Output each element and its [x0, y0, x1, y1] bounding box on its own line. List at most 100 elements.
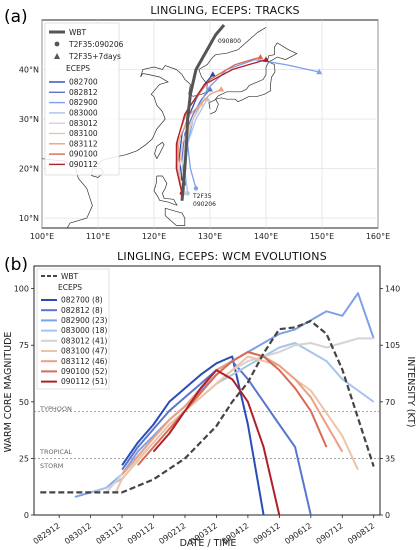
wcm-line-083100 — [114, 355, 359, 493]
panel-a-legend-box — [44, 22, 120, 176]
map-lon-tick: 130°E — [198, 232, 222, 241]
legend-a-label-090100: 090100 — [69, 150, 98, 159]
legend-a-label-082700: 082700 — [69, 78, 98, 87]
x-tick-label: 090612 — [283, 521, 313, 546]
panel-b-ylabel-right: INTENSITY (KT) — [405, 357, 416, 428]
coastline — [208, 61, 276, 115]
x-tick-label: 090512 — [252, 521, 282, 546]
legend-a-label-083112: 083112 — [69, 139, 98, 148]
track-end-marker-082700 — [209, 71, 216, 77]
legend-b-label-082700: 082700 (8) — [61, 296, 103, 305]
map-lat-tick: 10°N — [19, 214, 39, 223]
threshold-storm-label: STORM — [40, 462, 63, 470]
legend-b-label-083012: 083012 (41) — [61, 336, 107, 345]
map-annotations: 090800 T2F35 090206 — [192, 38, 241, 208]
coastline — [153, 175, 178, 206]
legend-b-label-083100: 083100 (47) — [61, 347, 107, 356]
y-left-tick-label: 0 — [24, 511, 29, 520]
x-tick-label: 083012 — [63, 521, 93, 546]
track-end-marker-083112 — [218, 86, 225, 92]
y-right-tick-label: 35 — [385, 454, 395, 463]
wcm-line-090100 — [137, 351, 328, 466]
map-lat-tick: 40°N — [19, 66, 39, 75]
panel-b-label: (b) — [4, 255, 28, 275]
y-left-tick-label: 25 — [19, 454, 29, 463]
x-tick-label: 090812 — [346, 521, 376, 546]
coastline — [164, 207, 186, 226]
coastlines — [41, 27, 298, 229]
map-lon-tick: 140°E — [254, 232, 278, 241]
map-lon-tick: 150°E — [310, 232, 334, 241]
map-lat-tick: 20°N — [19, 165, 39, 174]
track-start-marker-082900 — [193, 186, 199, 191]
track-line-wbt — [180, 24, 226, 201]
legend-wbt-label: WBT — [69, 28, 87, 37]
y-right-tick-label: 0 — [385, 511, 390, 520]
legend-b-label-090112: 090112 (51) — [61, 377, 107, 386]
legend-b-label-082812: 082812 (8) — [61, 306, 103, 315]
legend-t2f35-7days-marker — [54, 53, 60, 59]
map-lon-tick: 100°E — [30, 232, 54, 241]
track-map: 100°E 110°E 120°E 130°E 140°E 150°E 160°E 10°N 2… — [19, 19, 390, 241]
panel-b-legend-box — [36, 268, 110, 390]
panel-a-label: (a) — [4, 7, 28, 27]
track-line-083100 — [178, 103, 203, 194]
panel-b-xlabel: DATE / TIME — [180, 538, 237, 549]
track-end-marker-090112 — [263, 56, 269, 62]
x-tick-label: 090712 — [315, 521, 345, 546]
y-right-tick-label: 105 — [385, 341, 400, 350]
map-lat-tick: 30°N — [19, 115, 39, 124]
track-end-marker-082900 — [316, 68, 323, 75]
legend-t2f35-marker — [54, 41, 60, 47]
track-end-marker-082812 — [207, 86, 213, 92]
panel-b-title: LINGLING, ECEPS: WCM EVOLUTIONS — [117, 250, 327, 263]
wcm-series — [40, 292, 375, 516]
map-lon-tick: 120°E — [142, 232, 166, 241]
legend-a-label-083012: 083012 — [69, 119, 98, 128]
map-tick-labels: 100°E 110°E 120°E 130°E 140°E 150°E 160°E 10°N 2… — [19, 66, 390, 241]
annotation-t2f35-date: 090206 — [193, 201, 216, 208]
legend-a-label-082900: 082900 — [69, 98, 98, 107]
x-tick-label: 090112 — [126, 521, 156, 546]
track-line-083112 — [176, 88, 222, 194]
track-line-090112 — [175, 58, 267, 194]
legend-a-label-083100: 083100 — [69, 129, 98, 138]
track-series — [175, 24, 323, 201]
legend-b-eceps-header: ECEPS — [58, 283, 82, 292]
wcm-plot: TYPHOON TROPICAL STORM 0 25 50 75 100 0 35 70 10… — [3, 265, 416, 549]
coastline — [86, 65, 177, 164]
legend-a-label-082812: 082812 — [69, 88, 98, 97]
track-end-marker-090100 — [257, 53, 264, 60]
y-left-tick-label: 50 — [19, 398, 29, 407]
legend-t2f35-7days-label: T2F35+7days — [68, 52, 121, 61]
threshold-tropical-label: TROPICAL — [39, 448, 72, 456]
panel-b-legend-items: 082700 (8)082812 (8)082900 (23)083000 (1… — [41, 296, 107, 386]
legend-a-label-083000: 083000 — [69, 109, 98, 118]
panel-b-ylabel-left: WARM CORE MAGNITUDE — [3, 332, 14, 453]
x-tick-label: 082912 — [32, 521, 62, 546]
legend-a-label-090112: 090112 — [69, 160, 98, 169]
legend-b-label-083000: 083000 (18) — [61, 326, 107, 335]
coastline — [176, 27, 267, 97]
legend-eceps-header: ECEPS — [66, 64, 90, 73]
wcm-line-090112 — [152, 369, 281, 516]
track-line-082900 — [186, 58, 320, 189]
legend-b-label-083112: 083112 (46) — [61, 357, 107, 366]
panel-a-title: LINGLING, ECEPS: TRACKS — [150, 4, 299, 17]
x-tick-label: 083112 — [94, 521, 124, 546]
y-right-tick-label: 70 — [385, 398, 395, 407]
map-lon-tick: 160°E — [366, 232, 390, 241]
threshold-typhoon-label: TYPHOON — [39, 405, 72, 413]
annotation-t2f35: T2F35 — [192, 193, 212, 200]
legend-b-label-082900: 082900 (23) — [61, 316, 107, 325]
coastline — [266, 42, 298, 63]
map-lon-tick: 110°E — [86, 232, 110, 241]
coastline — [154, 141, 165, 159]
legend-t2f35-label: T2F35:090206 — [68, 40, 124, 49]
legend-b-wbt-label: WBT — [61, 272, 79, 281]
panel-b-legend: WBT ECEPS 082700 (8)082812 (8)082900 (23… — [36, 268, 110, 390]
annotation-start: 090800 — [218, 38, 241, 45]
